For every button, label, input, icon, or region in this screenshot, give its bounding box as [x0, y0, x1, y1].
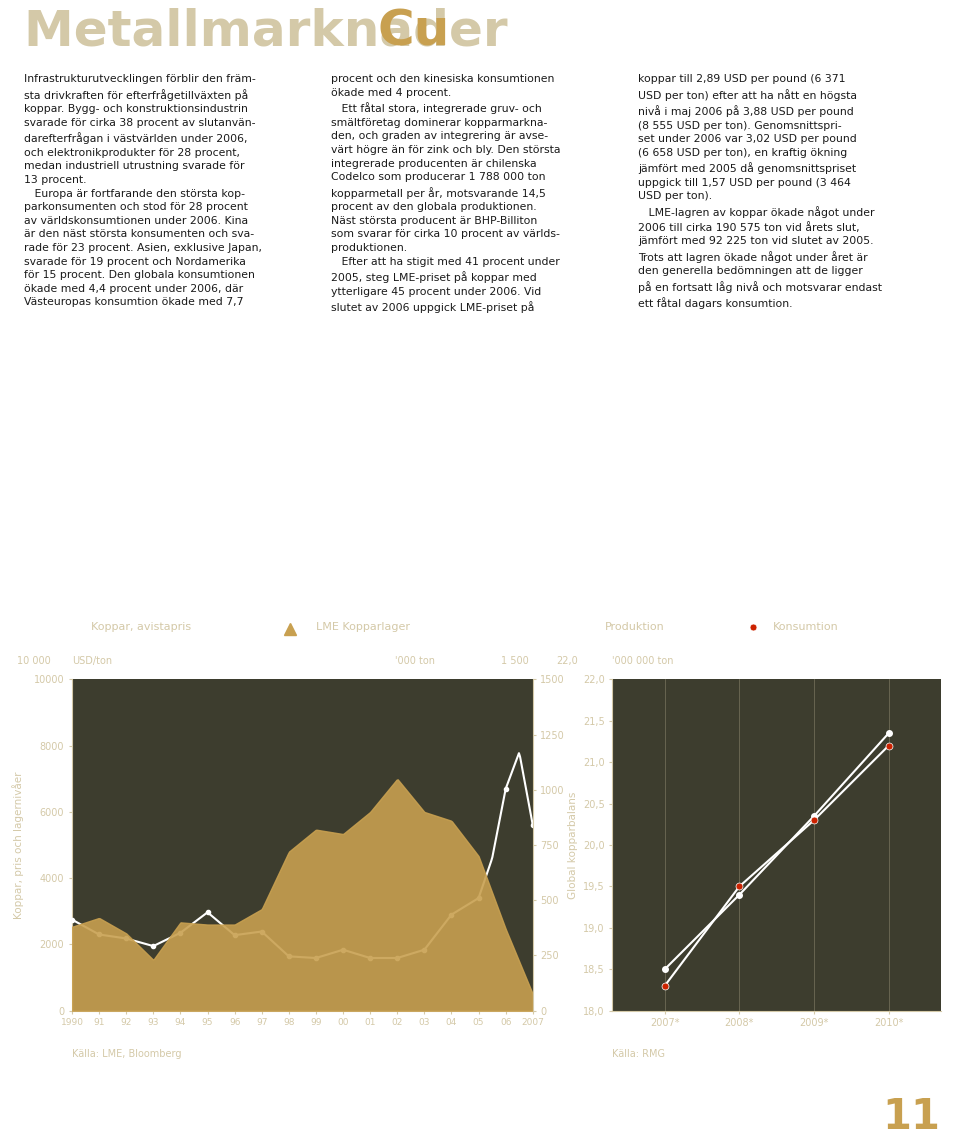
Text: Konsumtion: Konsumtion	[773, 622, 838, 632]
Text: Metallmarknader: Metallmarknader	[24, 7, 525, 56]
Text: 11: 11	[883, 1096, 941, 1139]
Text: 1 500: 1 500	[500, 657, 528, 666]
Text: 22,0: 22,0	[557, 657, 579, 666]
Text: koppar till 2,89 USD per pound (6 371
USD per ton) efter att ha nått en högsta
n: koppar till 2,89 USD per pound (6 371 US…	[638, 74, 882, 308]
Text: Koppar, pris och lagernivåer: Koppar, pris och lagernivåer	[12, 771, 24, 919]
Text: Produktion: Produktion	[605, 622, 664, 632]
Text: Källa: RMG: Källa: RMG	[612, 1049, 665, 1059]
Text: procent och den kinesiska konsumtionen
ökade med 4 procent.
   Ett fåtal stora, : procent och den kinesiska konsumtionen ö…	[331, 74, 561, 313]
Text: '000 ton: '000 ton	[395, 657, 435, 666]
Text: Global kopparbalans: Global kopparbalans	[568, 791, 578, 899]
Text: 10 000: 10 000	[16, 657, 51, 666]
Text: Infrastrukturutvecklingen förblir den främ-
sta drivkraften för efterfrågetillvä: Infrastrukturutvecklingen förblir den fr…	[24, 74, 262, 307]
Text: Cu: Cu	[378, 7, 450, 56]
Text: Koppar, avistapris: Koppar, avistapris	[90, 622, 191, 632]
Text: USD/ton: USD/ton	[72, 657, 112, 666]
Text: Källa: LME, Bloomberg: Källa: LME, Bloomberg	[72, 1049, 181, 1059]
Text: '000 000 ton: '000 000 ton	[612, 657, 674, 666]
Text: LME Kopparlager: LME Kopparlager	[316, 622, 410, 632]
